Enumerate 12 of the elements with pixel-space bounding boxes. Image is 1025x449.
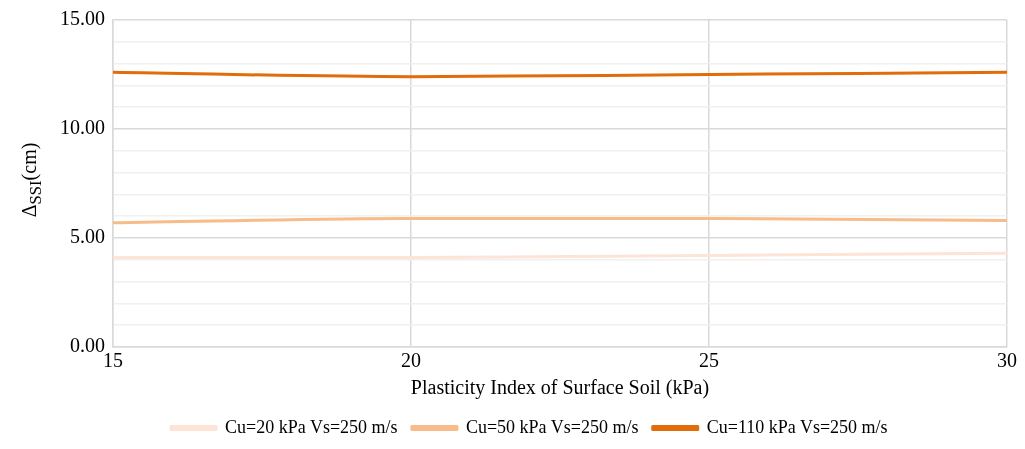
legend-label: Cu=50 kPa Vs=250 m/s [465,416,639,437]
x-tick-label: 30 [997,349,1017,372]
legend-label: Cu=20 kPa Vs=250 m/s [225,416,398,437]
y-tick-label: 5.00 [70,225,105,248]
x-tick-label: 20 [401,349,421,372]
x-tick-label: 15 [103,349,123,372]
legend-label: Cu=110 kPa Vs=250 m/s [706,416,888,437]
y-tick-label: 0.00 [70,334,105,357]
y-tick-label: 15.00 [60,7,105,30]
x-tick-label: 25 [699,349,719,372]
x-axis-title: Plasticity Index of Surface Soil (kPa) [410,376,710,400]
y-tick-label: 10.00 [60,116,105,139]
